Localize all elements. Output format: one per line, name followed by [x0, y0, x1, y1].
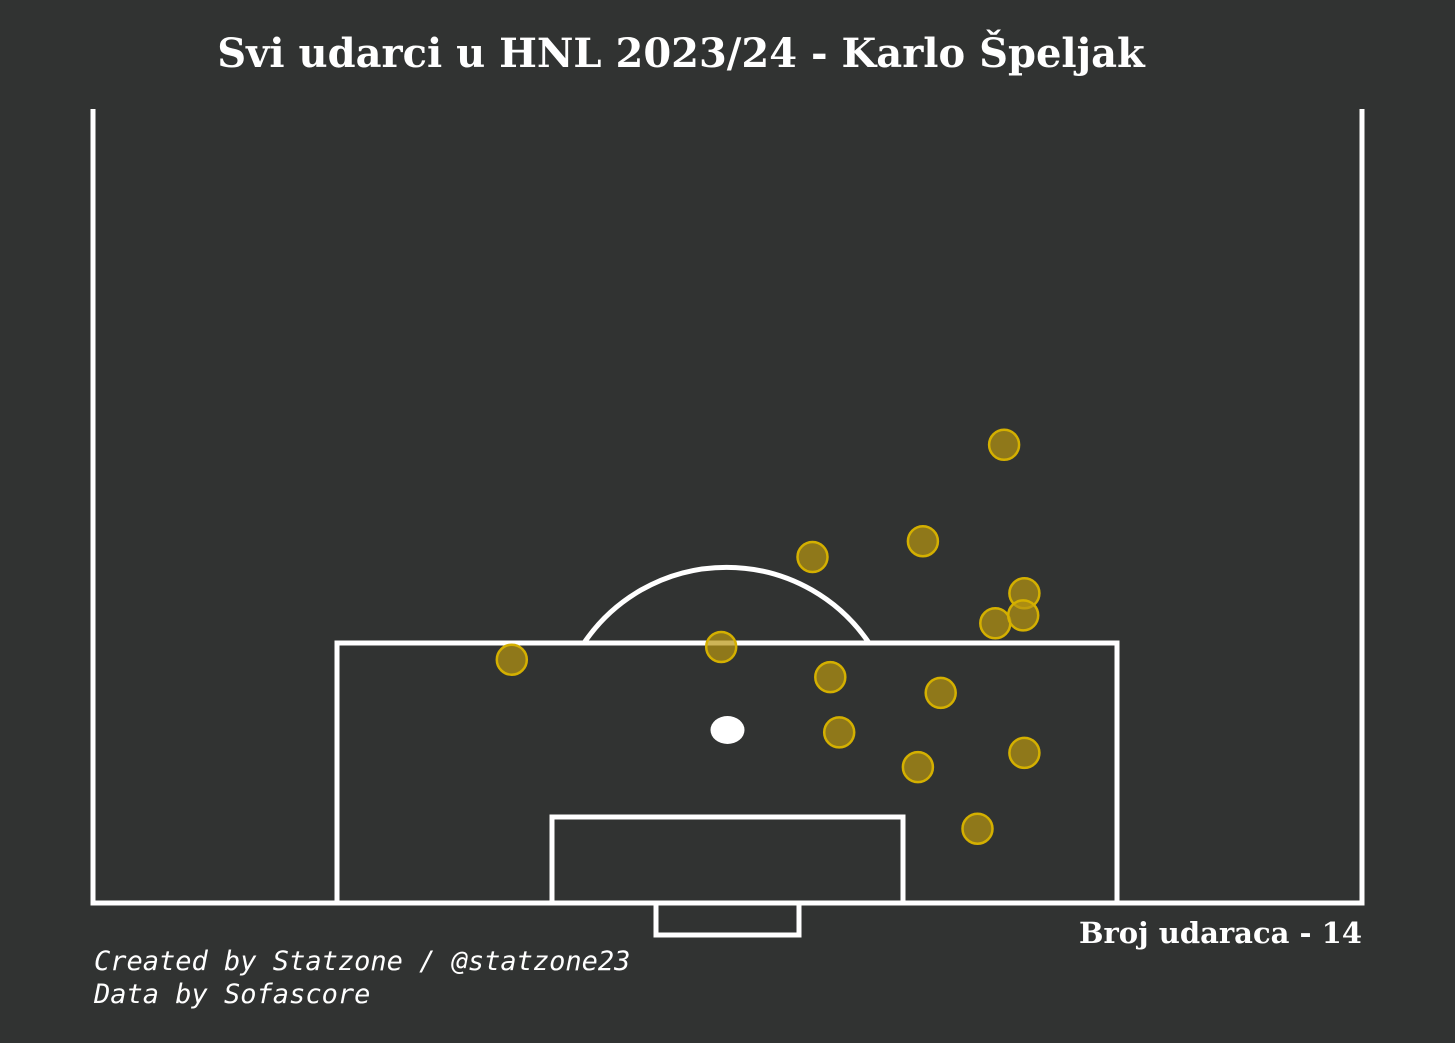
shot-point	[796, 540, 829, 574]
shot-point	[924, 676, 957, 710]
shot-point	[814, 660, 847, 694]
shot-point	[987, 428, 1021, 462]
shot-point	[1006, 599, 1040, 632]
penalty-spot	[710, 716, 745, 744]
penalty-arc	[581, 564, 872, 645]
shot-point	[1008, 736, 1041, 770]
shots-layer	[495, 428, 1041, 845]
six-yard-box	[549, 814, 906, 906]
shot-point	[979, 607, 1012, 640]
credit-created-by: Created by Statzone / @statzone23	[94, 946, 631, 977]
penalty-area	[334, 640, 1120, 906]
shot-point	[961, 812, 994, 845]
goal	[653, 900, 802, 938]
shot-point	[906, 524, 940, 558]
shot-point	[495, 643, 529, 676]
credit-data-source: Data by Sofascore	[94, 979, 371, 1010]
shot-point	[822, 716, 856, 749]
chart-title: Svi udarci u HNL 2023/24 - Karlo Špeljak	[217, 30, 1145, 77]
shot-count-label: Broj udaraca - 14	[1079, 916, 1362, 950]
pitch-outline	[90, 109, 1365, 906]
shot-point	[901, 750, 935, 784]
pitch-markings	[90, 109, 1365, 938]
shot-point	[704, 630, 738, 664]
